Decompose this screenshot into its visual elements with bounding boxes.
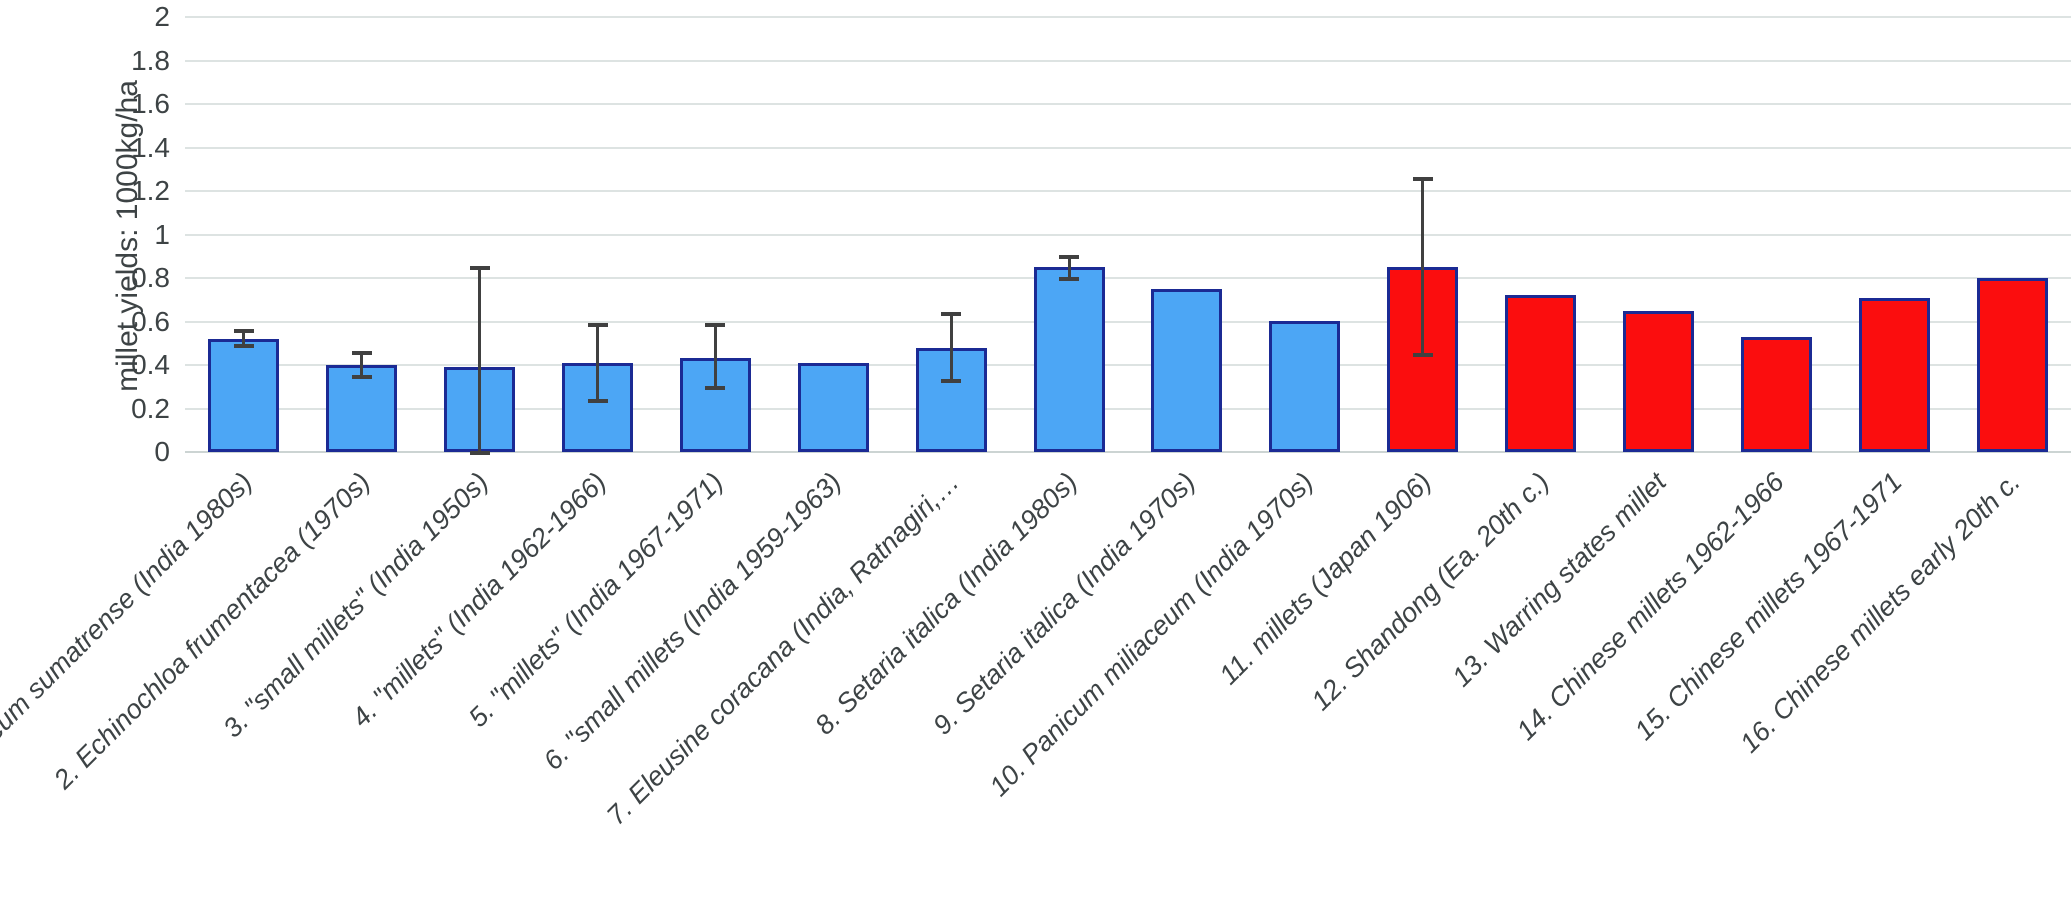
bar [208, 339, 279, 452]
y-tick-label: 0.8 [131, 262, 170, 293]
error-bar-cap-bottom [470, 451, 490, 455]
bar [1741, 337, 1812, 452]
y-tick-label: 0.2 [131, 393, 170, 424]
bar [326, 365, 397, 452]
bar [798, 363, 869, 452]
error-bar-line [714, 326, 717, 387]
error-bar-cap-top [588, 323, 608, 327]
y-tick-label: 0 [154, 436, 170, 467]
error-bar-cap-top [470, 266, 490, 270]
gridline [185, 364, 2071, 366]
gridline [185, 147, 2071, 149]
gridline [185, 16, 2071, 18]
error-bar-cap-bottom [588, 399, 608, 403]
error-bar-cap-top [352, 351, 372, 355]
y-tick-label: 1.2 [131, 175, 170, 206]
error-bar-cap-top [1059, 255, 1079, 259]
gridline [185, 234, 2071, 236]
x-axis-line [185, 451, 2071, 453]
gridline [185, 321, 2071, 323]
error-bar-cap-bottom [1413, 353, 1433, 357]
error-bar-cap-bottom [705, 386, 725, 390]
bar [1977, 278, 2048, 452]
y-tick-label: 2 [154, 1, 170, 32]
error-bar-line [242, 332, 245, 345]
bar [1623, 311, 1694, 452]
error-bar-line [360, 354, 363, 376]
error-bar-cap-bottom [941, 379, 961, 383]
gridline [185, 103, 2071, 105]
error-bar-line [1421, 180, 1424, 354]
y-tick-label: 0.6 [131, 306, 170, 337]
error-bar-line [950, 315, 953, 380]
y-tick-label: 1 [154, 219, 170, 250]
error-bar-cap-bottom [352, 375, 372, 379]
error-bar-line [1068, 258, 1071, 278]
error-bar-cap-bottom [1059, 277, 1079, 281]
bar [1151, 289, 1222, 452]
error-bar-cap-bottom [234, 344, 254, 348]
error-bar-cap-top [234, 329, 254, 333]
bar [1269, 321, 1340, 452]
bar [1505, 295, 1576, 452]
y-tick-label: 0.4 [131, 349, 170, 380]
bar [1859, 298, 1930, 452]
error-bar-line [478, 269, 481, 452]
bar [1034, 267, 1105, 452]
error-bar-cap-top [1413, 177, 1433, 181]
gridline [185, 190, 2071, 192]
y-tick-label: 1.6 [131, 88, 170, 119]
error-bar-cap-top [941, 312, 961, 316]
gridline [185, 277, 2071, 279]
gridline [185, 408, 2071, 410]
y-tick-label: 1.8 [131, 45, 170, 76]
error-bar-cap-top [705, 323, 725, 327]
error-bar-line [596, 326, 599, 400]
y-tick-label: 1.4 [131, 132, 170, 163]
gridline [185, 60, 2071, 62]
